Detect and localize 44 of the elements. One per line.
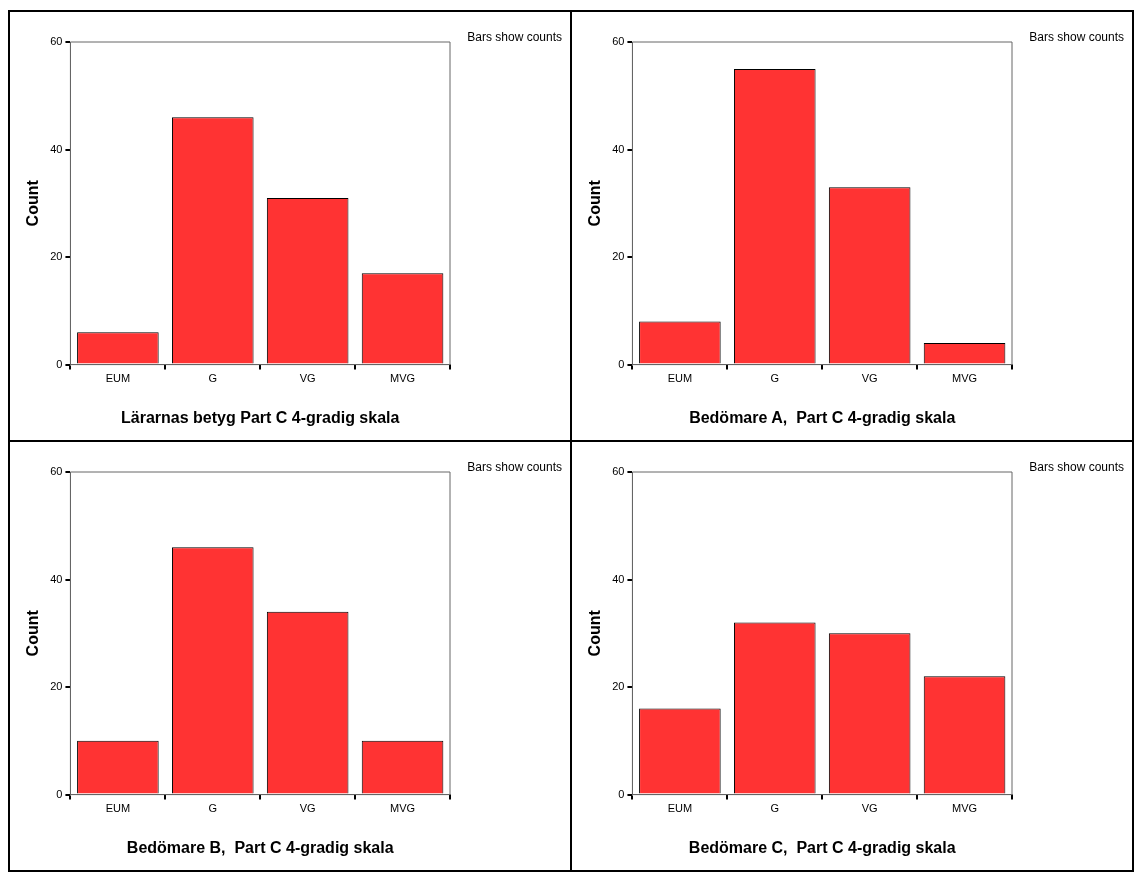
y-tick-label: 20 bbox=[612, 680, 625, 693]
y-tick-label: 60 bbox=[50, 465, 63, 478]
x-tick-label: G bbox=[770, 802, 780, 815]
y-tick-label: 40 bbox=[50, 142, 63, 155]
y-tick-label: 20 bbox=[612, 250, 625, 263]
x-tick-label: MVG bbox=[390, 802, 416, 815]
y-tick-label: 0 bbox=[56, 787, 63, 800]
y-tick-label: 0 bbox=[618, 787, 625, 800]
x-tick-label: EUM bbox=[105, 802, 131, 815]
x-tick-label: EUM bbox=[667, 372, 693, 385]
y-tick-label: 60 bbox=[50, 35, 63, 48]
x-tick-label: MVG bbox=[952, 372, 978, 385]
x-tick-label: VG bbox=[299, 372, 316, 385]
y-tick-label: 60 bbox=[612, 35, 625, 48]
y-tick-label: 60 bbox=[612, 465, 625, 478]
x-axis-title: Bedömare A, Part C 4-gradig skala bbox=[689, 408, 956, 426]
y-tick-label: 20 bbox=[50, 250, 63, 263]
x-tick-label: VG bbox=[861, 372, 878, 385]
y-axis-title: Count bbox=[586, 609, 604, 657]
x-tick-label: MVG bbox=[952, 802, 978, 815]
text: Bars show counts bbox=[467, 460, 562, 474]
text: Bars show counts bbox=[467, 30, 562, 44]
x-axis-title: Bedömare B, Part C 4-gradig skala bbox=[126, 838, 394, 856]
x-tick-label: VG bbox=[861, 802, 878, 815]
y-tick-label: 40 bbox=[612, 142, 625, 155]
y-tick-label: 0 bbox=[618, 357, 625, 370]
x-tick-label: G bbox=[208, 372, 218, 385]
x-tick-label: MVG bbox=[390, 372, 416, 385]
x-axis-title: Bedömare C, Part C 4-gradig skala bbox=[688, 838, 956, 856]
x-tick-label: G bbox=[770, 372, 780, 385]
y-tick-label: 40 bbox=[50, 572, 63, 585]
x-tick-label: VG bbox=[299, 802, 316, 815]
y-tick-label: 20 bbox=[50, 680, 63, 693]
x-tick-label: EUM bbox=[105, 372, 131, 385]
x-axis-title: Lärarnas betyg Part C 4-gradig skala bbox=[121, 408, 400, 426]
text: Bars show counts bbox=[1029, 460, 1124, 474]
y-tick-label: 40 bbox=[612, 572, 625, 585]
y-tick-label: 0 bbox=[56, 357, 63, 370]
y-axis-title: Count bbox=[24, 609, 42, 657]
x-tick-label: G bbox=[208, 802, 218, 815]
text: Bars show counts bbox=[1029, 30, 1124, 44]
y-axis-title: Count bbox=[586, 179, 604, 227]
x-tick-label: EUM bbox=[667, 802, 693, 815]
y-axis-title: Count bbox=[24, 179, 42, 227]
